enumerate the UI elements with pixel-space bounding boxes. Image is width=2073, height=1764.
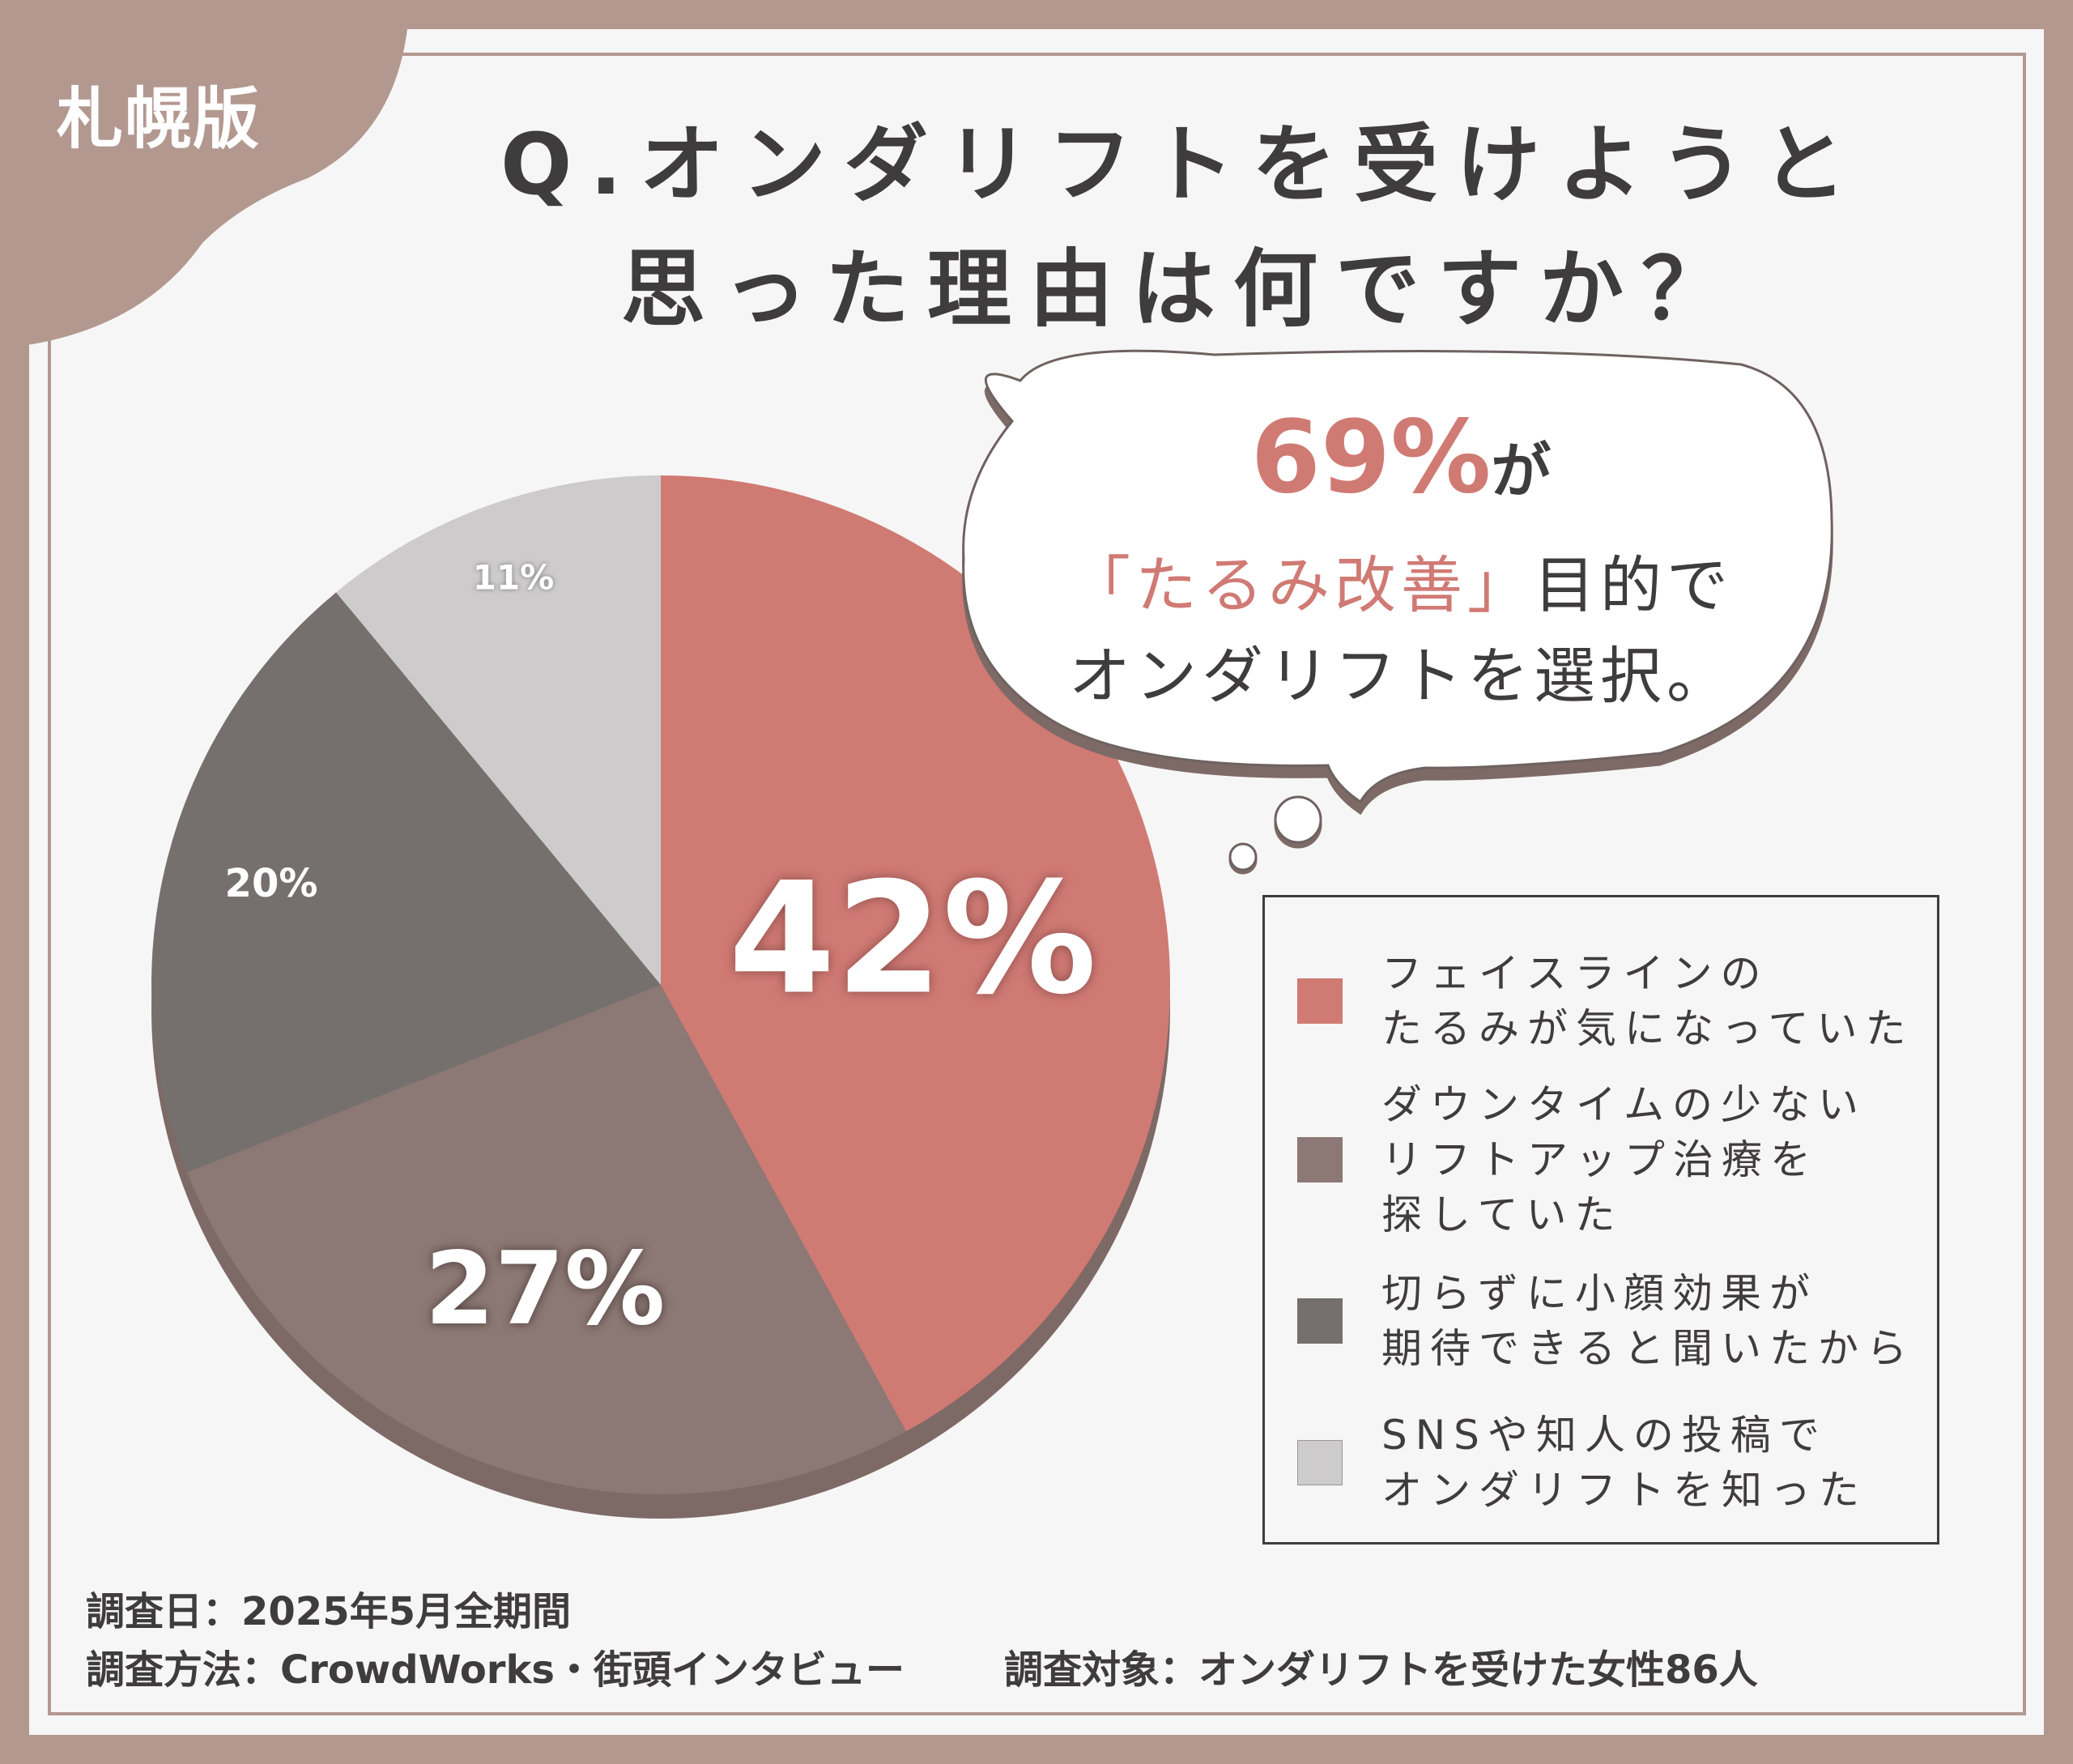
data-label-27: 27% [424,1231,666,1348]
callout-highlight: 「たるみ改善」 [1069,549,1534,621]
legend-label: ダウンタイムの少ない リフトアップ治療を 探していた [1381,1081,1867,1238]
data-label-42: 42% [728,849,1097,1029]
callout-line3: オンダリフトを選択。 [1069,640,1733,712]
legend-item: ダウンタイムの少ない リフトアップ治療を 探していた [1297,1077,1867,1242]
survey-target: 調査対象：オンダリフトを受けた女性86人 [1004,1647,1758,1693]
pie-slice-27 [187,985,907,1494]
data-label-20: 20% [224,861,318,906]
callout-line2-rest: 目的で [1534,549,1733,621]
data-label-11: 11% [472,557,555,598]
survey-date: 調査日：2025年5月全期間 [86,1589,571,1634]
legend-swatch [1297,1298,1343,1344]
legend-label: 切らずに小顔効果が 期待できると聞いたから [1381,1270,1915,1372]
legend-swatch [1297,1137,1343,1182]
inner-frame [48,53,2026,1715]
legend-label: SNSや知人の投稿で オンダリフトを知った [1381,1412,1867,1514]
pie-slice-11 [336,475,661,985]
corner-badge [0,0,410,348]
pie-slice-20 [151,592,661,1173]
legend-item: 切らずに小顔効果が 期待できると聞いたから [1297,1266,1915,1376]
legend: フェイスラインの たるみが気になっていた ダウンタイムの少ない リフトアップ治療… [1262,895,1939,1545]
page-title-line1: Q.オンダリフトを受けようと [500,115,1864,214]
speech-bubble [962,349,1833,871]
legend-item: SNSや知人の投稿で オンダリフトを知った [1297,1408,1867,1518]
thought-bubble-dot-small [1228,842,1258,871]
callout-suffix: が [1491,437,1552,506]
edition-label: 札幌版 [57,81,262,158]
legend-item: フェイスラインの たるみが気になっていた [1297,946,1914,1056]
callout-text: 69%が 「たるみ改善」目的で オンダリフトを選択。 [996,405,1806,722]
page-title-line2: 思った理由は何ですか？ [620,240,1743,339]
survey-method: 調査方法：CrowdWorks・街頭インタビュー [86,1647,905,1693]
callout-percent: 69% [1250,399,1492,516]
legend-swatch [1297,978,1343,1024]
legend-swatch [1297,1440,1343,1485]
thought-bubble-dot-large [1274,795,1322,844]
legend-label: フェイスラインの たるみが気になっていた [1381,950,1914,1052]
